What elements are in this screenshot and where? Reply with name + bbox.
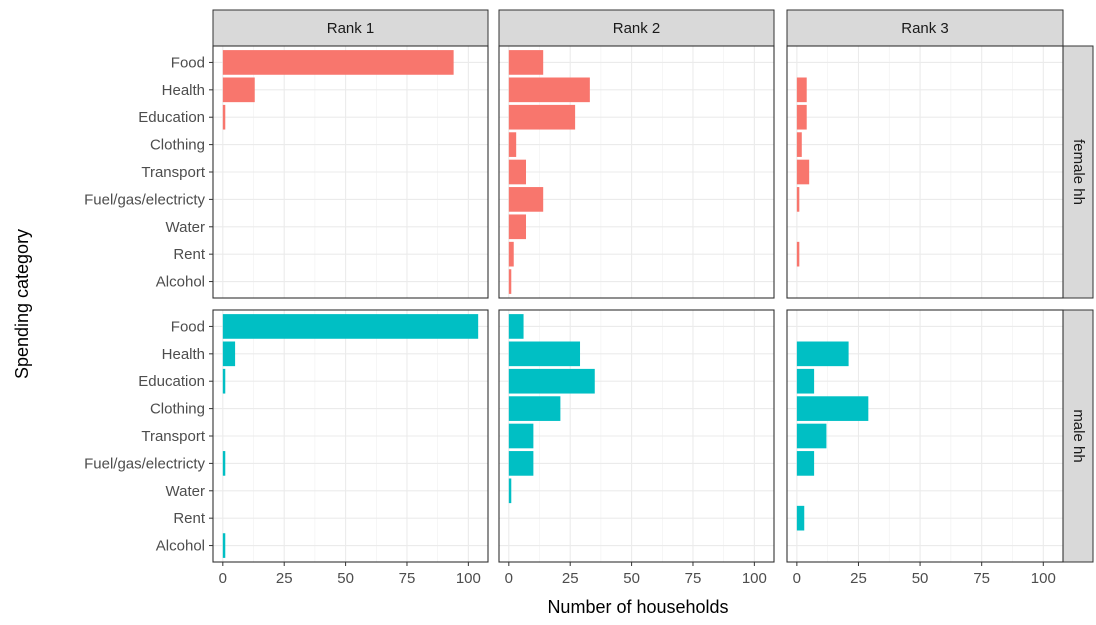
x-tick-label: 75 [973,570,990,587]
bar-clothing [796,396,869,421]
x-tick-label: 0 [793,570,801,587]
bar-health [222,341,236,367]
bar-clothing [796,132,802,157]
x-tick-label: 50 [623,570,640,587]
y-tick-label: Alcohol [156,538,205,555]
bar-rent [796,241,800,267]
y-tick-label: Clothing [150,401,205,418]
panel-border [498,309,775,563]
facet-strip-label: female hh [1070,139,1087,205]
bar-fuel-gas-electricty [508,187,544,212]
bar-food [222,314,479,339]
facet-strip-rank-1 [212,9,489,47]
y-tick-label: Health [162,346,205,363]
y-tick-label: Fuel/gas/electricty [84,191,205,208]
bar-education [796,104,807,130]
bar-health [508,77,590,103]
bar-transport [508,423,534,449]
x-tick-label: 25 [562,570,579,587]
panel-border [498,45,775,299]
y-tick-label: Food [171,318,205,335]
bar-health [508,341,581,367]
facet-strip-label: Rank 1 [327,20,375,37]
x-tick-label: 25 [276,570,293,587]
y-tick-label: Transport [141,428,205,445]
facet-strip-rank-3 [786,9,1064,47]
bar-education [508,104,576,130]
bar-fuel-gas-electricty [796,451,815,476]
y-tick-label: Clothing [150,137,205,154]
y-tick-label: Rent [173,510,206,527]
panel-female-hh-rank-1: Food Health Education Clothing Transport Fuel… [84,45,489,299]
facet-strip-rank-2 [498,9,775,47]
bar-health [796,77,807,103]
bar-alcohol [222,533,226,558]
bar-transport [796,423,827,449]
x-axis-title: Number of households [547,597,728,617]
y-tick-label: Education [138,109,205,126]
facet-strip-label: Rank 3 [901,20,949,37]
bar-transport [796,159,810,185]
bar-fuel-gas-electricty [796,187,800,212]
bar-food [222,50,454,75]
bar-food [508,50,544,75]
x-tick-label: 100 [456,570,481,587]
bar-food [508,314,524,339]
x-tick-label: 0 [505,570,513,587]
facet-strip-male-hh [1062,309,1094,563]
y-tick-label: Water [166,483,205,500]
panel-female-hh-rank-2 [498,45,775,299]
facet-strip-female-hh [1062,45,1094,299]
panel-border [786,309,1064,563]
bar-health [222,77,255,103]
bar-health [796,341,849,367]
bar-education [222,104,226,130]
y-tick-label: Food [171,54,205,71]
panel-male-hh-rank-2: 0 25 50 75 100 [498,309,775,587]
bar-education [796,368,815,394]
bar-water [508,478,512,504]
bar-fuel-gas-electricty [222,451,226,476]
bar-clothing [508,396,561,421]
x-tick-label: 75 [685,570,702,587]
panel-male-hh-rank-3: 0 25 50 75 100 [786,309,1064,587]
y-axis-title: Spending category [12,229,32,379]
panel-female-hh-rank-3 [786,45,1064,299]
panel-border [786,45,1064,299]
panel-male-hh-rank-1: Food Health Education Clothing Transport Fuel… [84,309,489,587]
bar-water [508,214,527,240]
x-tick-label: 50 [337,570,354,587]
y-tick-label: Alcohol [156,274,205,291]
x-tick-label: 75 [399,570,416,587]
x-tick-label: 25 [850,570,867,587]
bar-clothing [508,132,517,157]
x-tick-label: 50 [912,570,929,587]
bar-fuel-gas-electricty [508,451,534,476]
y-tick-label: Water [166,219,205,236]
y-tick-label: Fuel/gas/electricty [84,455,205,472]
bar-alcohol [508,269,512,294]
bar-rent [508,241,514,267]
facet-strip-label: Rank 2 [613,20,661,37]
bar-education [222,368,226,394]
y-tick-label: Transport [141,164,205,181]
facet-strip-label: male hh [1070,409,1087,462]
x-tick-label: 100 [1031,570,1056,587]
bar-transport [508,159,527,185]
bar-rent [796,505,805,531]
x-tick-label: 100 [742,570,767,587]
y-tick-label: Health [162,82,205,99]
bar-education [508,368,595,394]
y-tick-label: Rent [173,246,206,263]
x-tick-label: 0 [219,570,227,587]
y-tick-label: Education [138,373,205,390]
